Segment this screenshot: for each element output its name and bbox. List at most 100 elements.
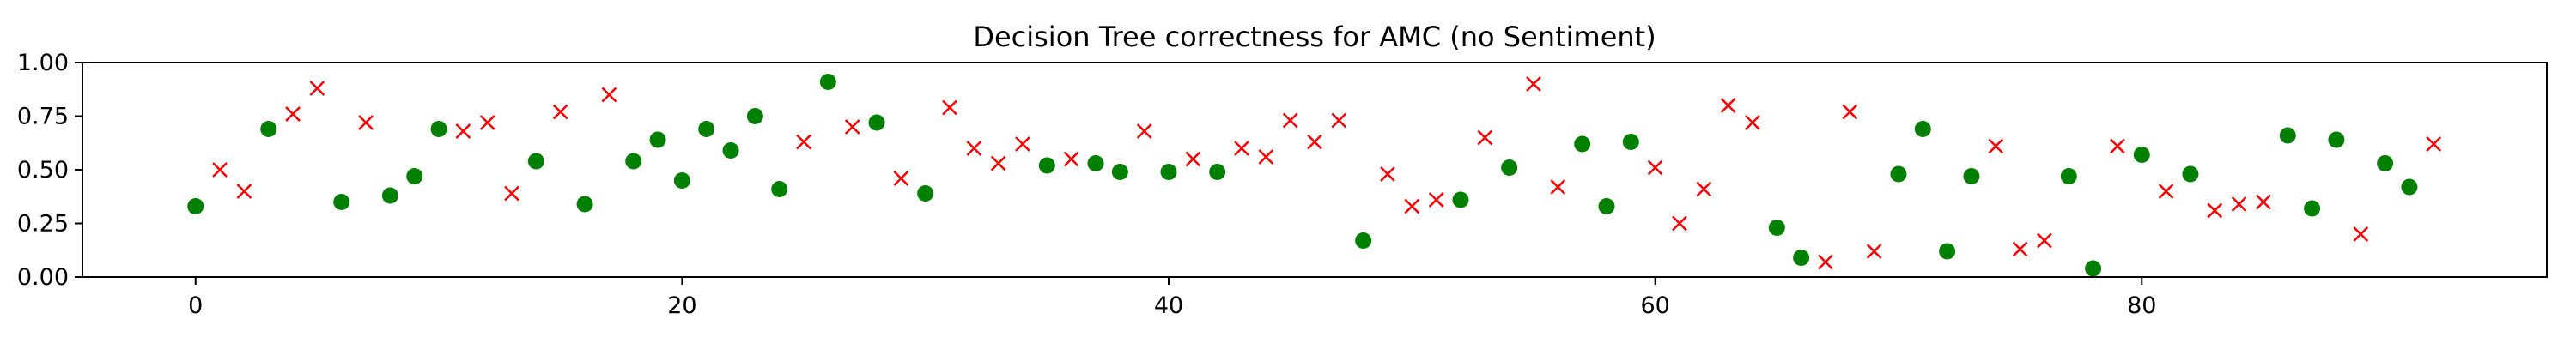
correct-point xyxy=(1452,192,1468,208)
correct-point xyxy=(1088,155,1104,172)
correct-point xyxy=(1769,220,1785,236)
correct-point xyxy=(1112,164,1128,180)
incorrect-point xyxy=(1527,77,1540,91)
correct-point xyxy=(698,121,714,137)
incorrect-point xyxy=(1868,244,1881,258)
correct-point xyxy=(528,153,544,170)
incorrect-point xyxy=(2014,243,2027,256)
incorrect-point xyxy=(1259,150,1273,164)
correct-point xyxy=(1161,164,1177,180)
incorrect-point xyxy=(1649,161,1662,175)
correct-point xyxy=(1355,232,1371,249)
data-points xyxy=(187,74,2440,277)
correct-point xyxy=(2304,201,2320,217)
incorrect-point xyxy=(1308,135,1321,149)
incorrect-point xyxy=(602,88,616,102)
correct-point xyxy=(1915,121,1931,137)
incorrect-point xyxy=(237,184,251,198)
plot-frame xyxy=(82,63,2547,277)
correct-point xyxy=(1574,136,1590,153)
correct-point xyxy=(625,153,641,170)
incorrect-point xyxy=(1478,131,1492,145)
incorrect-point xyxy=(1746,116,1759,129)
incorrect-point xyxy=(554,105,568,119)
correct-point xyxy=(2328,132,2344,148)
incorrect-point xyxy=(2233,197,2246,211)
correct-point xyxy=(1963,168,1979,184)
incorrect-point xyxy=(1186,153,1200,166)
incorrect-point xyxy=(1138,124,1151,138)
incorrect-point xyxy=(2354,227,2367,241)
y-tick-label: 0.50 xyxy=(17,157,69,184)
incorrect-point xyxy=(505,187,519,201)
correct-point xyxy=(917,185,933,202)
incorrect-point xyxy=(943,101,957,115)
incorrect-point xyxy=(456,124,470,138)
correct-point xyxy=(333,194,349,210)
incorrect-point xyxy=(1381,167,1394,181)
incorrect-point xyxy=(1989,140,2002,153)
chart-title: Decision Tree correctness for AMC (no Se… xyxy=(973,21,1656,53)
incorrect-point xyxy=(1843,105,1856,119)
incorrect-point xyxy=(1430,193,1443,207)
correct-point xyxy=(1501,159,1517,176)
incorrect-point xyxy=(310,81,324,95)
x-tick-label: 60 xyxy=(1640,292,1669,319)
correct-point xyxy=(382,188,398,204)
incorrect-point xyxy=(1235,141,1249,155)
correct-point xyxy=(747,108,763,124)
incorrect-point xyxy=(2111,140,2124,153)
incorrect-point xyxy=(286,107,300,121)
incorrect-point xyxy=(1332,114,1346,128)
incorrect-point xyxy=(1673,217,1686,231)
correct-point xyxy=(260,121,276,137)
axis-ticks: 0 20 40 60 80 0.00 0.25 0.50 0.75 1.00 xyxy=(17,50,2157,319)
incorrect-point xyxy=(2160,184,2173,198)
x-tick-label: 80 xyxy=(2127,292,2156,319)
incorrect-point xyxy=(1697,183,1710,196)
incorrect-point xyxy=(846,120,860,134)
y-tick-label: 0.75 xyxy=(17,104,69,130)
correct-point xyxy=(1209,164,1225,180)
correct-point xyxy=(431,121,447,137)
incorrect-point xyxy=(1722,99,1735,112)
incorrect-point xyxy=(2038,234,2051,248)
incorrect-point xyxy=(1016,137,1030,151)
incorrect-point xyxy=(1551,180,1564,194)
correct-point xyxy=(577,196,593,213)
incorrect-point xyxy=(797,135,811,149)
correct-point xyxy=(1623,134,1639,150)
incorrect-point xyxy=(1819,256,1832,269)
correct-point xyxy=(674,172,690,189)
incorrect-point xyxy=(894,172,908,185)
incorrect-point xyxy=(359,116,373,129)
incorrect-point xyxy=(2208,204,2221,218)
correct-point xyxy=(1793,250,1809,266)
correct-point xyxy=(869,115,885,131)
correct-point xyxy=(406,168,422,184)
incorrect-point xyxy=(1405,200,1419,214)
incorrect-point xyxy=(2257,196,2270,209)
correct-point xyxy=(1598,198,1614,214)
y-tick-label: 0.25 xyxy=(17,211,69,238)
x-tick-label: 0 xyxy=(188,292,203,319)
correct-point xyxy=(2377,155,2393,172)
correct-point xyxy=(1939,244,1955,260)
correct-point xyxy=(1039,158,1055,174)
incorrect-point xyxy=(967,141,981,155)
correct-point xyxy=(2182,166,2198,183)
correct-point xyxy=(771,181,787,197)
y-tick-label: 0.00 xyxy=(17,264,69,291)
correct-point xyxy=(187,198,204,214)
incorrect-point xyxy=(481,116,495,129)
correct-point xyxy=(2061,168,2077,184)
x-tick-label: 20 xyxy=(667,292,696,319)
correct-point xyxy=(723,142,739,159)
correct-point xyxy=(2134,147,2150,163)
incorrect-point xyxy=(1065,153,1078,166)
correct-point xyxy=(820,74,836,90)
correct-point xyxy=(2280,128,2296,144)
incorrect-point xyxy=(992,157,1005,171)
correct-point xyxy=(2401,179,2417,196)
